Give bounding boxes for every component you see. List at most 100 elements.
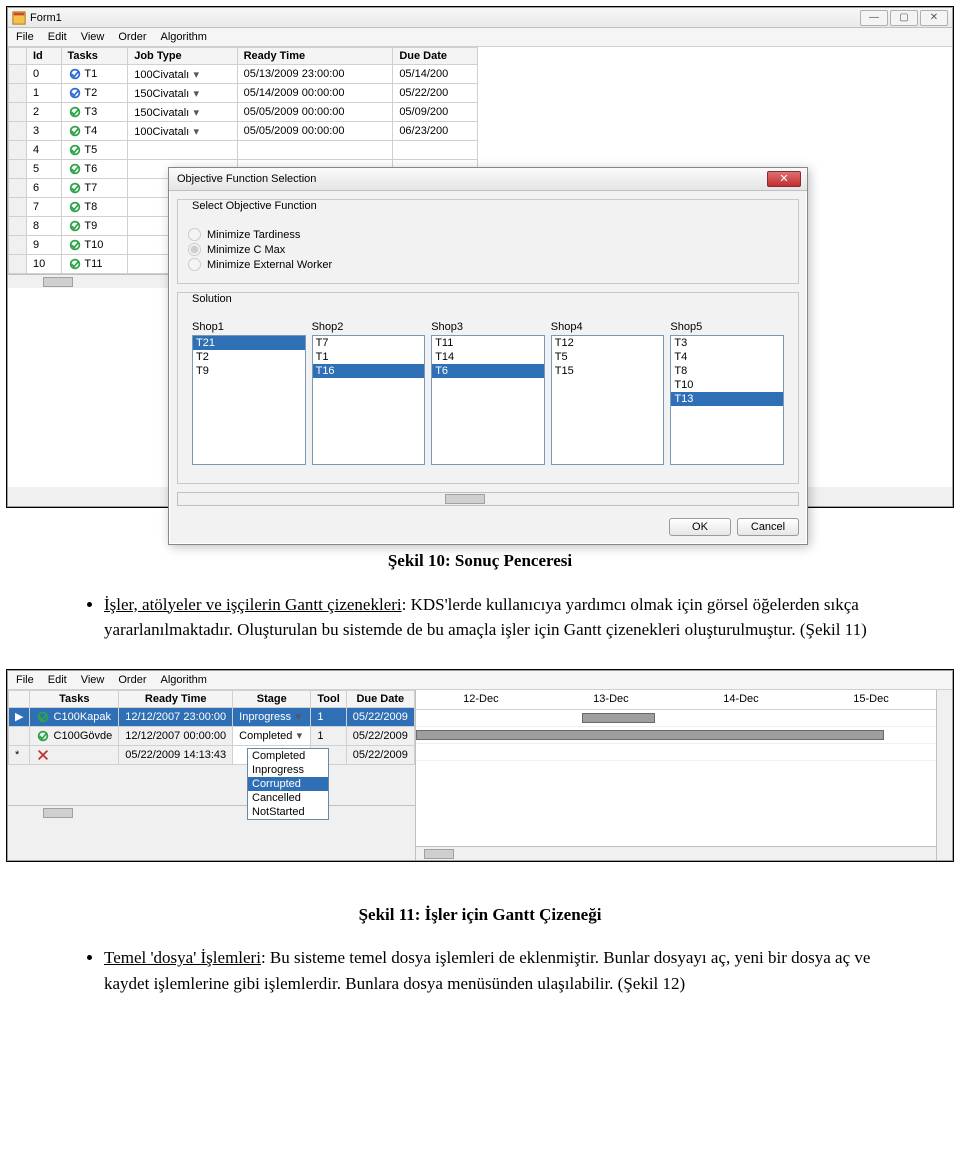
shop-column-0: Shop1T21T2T9 xyxy=(192,321,306,465)
bullet-1-head: İşler, atölyeler ve işçilerin Gantt çize… xyxy=(104,595,402,614)
gantt-vscroll[interactable] xyxy=(936,690,952,860)
shop-label: Shop2 xyxy=(312,321,426,335)
stage-option[interactable]: NotStarted xyxy=(248,805,328,819)
grid2-col-3[interactable]: Stage xyxy=(233,690,311,707)
gantt-row[interactable] xyxy=(416,710,936,727)
shop-label: Shop4 xyxy=(551,321,665,335)
grid2-col-0[interactable] xyxy=(9,690,30,707)
shop-label: Shop1 xyxy=(192,321,306,335)
grid1-col-3[interactable]: Job Type xyxy=(128,48,237,65)
grid2-row[interactable]: * 05/22/2009 14:13:43 05/22/2009 xyxy=(9,745,415,764)
grid1-row[interactable]: 4 T5 xyxy=(9,141,478,160)
gantt-row[interactable] xyxy=(416,727,936,744)
shop-item[interactable]: T8 xyxy=(671,364,783,378)
menu-edit[interactable]: Edit xyxy=(48,31,67,43)
form1-menubar: File Edit View Order Algorithm xyxy=(8,28,952,47)
shop-item[interactable]: T11 xyxy=(432,336,544,350)
shop-item[interactable]: T3 xyxy=(671,336,783,350)
menu-file-2[interactable]: File xyxy=(16,674,34,686)
ok-button[interactable]: OK xyxy=(669,518,731,536)
menu-algorithm-2[interactable]: Algorithm xyxy=(160,674,206,686)
objective-radio-1[interactable]: Minimize C Max xyxy=(188,243,788,256)
close-button[interactable]: ✕ xyxy=(920,10,948,26)
caption-1: Şekil 10: Sonuç Penceresi xyxy=(80,548,880,574)
gantt-menubar: File Edit View Order Algorithm xyxy=(8,671,952,690)
grid1-row[interactable]: 0 T1 100Civatalı▾ 05/13/2009 23:00:00 05… xyxy=(9,65,478,84)
grid2-col-5[interactable]: Due Date xyxy=(346,690,414,707)
shop-item[interactable]: T13 xyxy=(671,392,783,406)
shop-item[interactable]: T21 xyxy=(193,336,305,350)
stage-option[interactable]: Corrupted xyxy=(248,777,328,791)
cancel-button[interactable]: Cancel xyxy=(737,518,799,536)
gantt-chart[interactable]: 12-Dec13-Dec14-Dec15-Dec xyxy=(416,690,936,860)
shop-listbox[interactable]: T21T2T9 xyxy=(192,335,306,465)
shop-listbox[interactable]: T7T1T16 xyxy=(312,335,426,465)
shop-item[interactable]: T7 xyxy=(313,336,425,350)
grid1-col-1[interactable]: Id xyxy=(27,48,62,65)
gantt-date: 13-Dec xyxy=(546,693,676,705)
dialog-close-button[interactable]: ✕ xyxy=(767,171,801,187)
menu-view-2[interactable]: View xyxy=(81,674,105,686)
grid2-col-1[interactable]: Tasks xyxy=(30,690,119,707)
dialog-hscroll[interactable] xyxy=(177,492,799,506)
grid2-col-2[interactable]: Ready Time xyxy=(119,690,233,707)
maximize-button[interactable]: ▢ xyxy=(890,10,918,26)
stage-option[interactable]: Cancelled xyxy=(248,791,328,805)
stage-option[interactable]: Completed xyxy=(248,749,328,763)
shop-item[interactable]: T1 xyxy=(313,350,425,364)
shop-item[interactable]: T12 xyxy=(552,336,664,350)
shop-item[interactable]: T10 xyxy=(671,378,783,392)
form1-title: Form1 xyxy=(30,12,62,24)
gantt-bar[interactable] xyxy=(416,730,884,740)
bullet-2-head: Temel 'dosya' İşlemleri xyxy=(104,948,261,967)
shop-item[interactable]: T5 xyxy=(552,350,664,364)
shop-listbox[interactable]: T3T4T8T10T13 xyxy=(670,335,784,465)
bullet-1: İşler, atölyeler ve işçilerin Gantt çize… xyxy=(104,592,880,643)
gantt-row[interactable] xyxy=(416,744,936,761)
shop-item[interactable]: T9 xyxy=(193,364,305,378)
shop-listbox[interactable]: T11T14T6 xyxy=(431,335,545,465)
menu-edit-2[interactable]: Edit xyxy=(48,674,67,686)
stage-option[interactable]: Inprogress xyxy=(248,763,328,777)
grid2-col-4[interactable]: Tool xyxy=(311,690,346,707)
shop-item[interactable]: T4 xyxy=(671,350,783,364)
grid2-hscroll[interactable] xyxy=(8,805,415,819)
menu-file[interactable]: File xyxy=(16,31,34,43)
objective-dialog: Objective Function Selection ✕ Select Ob… xyxy=(168,167,808,545)
gantt-hscroll[interactable] xyxy=(416,846,936,860)
grid1-row[interactable]: 1 T2 150Civatalı▾ 05/14/2009 00:00:00 05… xyxy=(9,84,478,103)
shop-item[interactable]: T16 xyxy=(313,364,425,378)
gantt-grid[interactable]: TasksReady TimeStageToolDue Date ▶ C100K… xyxy=(8,690,415,765)
grid1-col-5[interactable]: Due Date xyxy=(393,48,478,65)
solution-groupbox: Solution Shop1T21T2T9Shop2T7T1T16Shop3T1… xyxy=(177,292,799,484)
minimize-button[interactable]: — xyxy=(860,10,888,26)
grid1-col-4[interactable]: Ready Time xyxy=(237,48,393,65)
shop-column-4: Shop5T3T4T8T10T13 xyxy=(670,321,784,465)
app-icon xyxy=(12,11,26,25)
grid1-col-2[interactable]: Tasks xyxy=(61,48,128,65)
shop-label: Shop5 xyxy=(670,321,784,335)
shop-listbox[interactable]: T12T5T15 xyxy=(551,335,665,465)
shop-item[interactable]: T15 xyxy=(552,364,664,378)
objective-radio-2[interactable]: Minimize External Worker xyxy=(188,258,788,271)
grid2-row[interactable]: ▶ C100Kapak 12/12/2007 23:00:00 Inprogre… xyxy=(9,707,415,726)
grid2-row[interactable]: C100Gövde 12/12/2007 00:00:00 Completed▾… xyxy=(9,726,415,745)
form1-screenshot: Form1 — ▢ ✕ File Edit View Order Algorit… xyxy=(6,6,954,508)
menu-algorithm[interactable]: Algorithm xyxy=(160,31,206,43)
stage-dropdown[interactable]: CompletedInprogressCorruptedCancelledNot… xyxy=(247,748,329,820)
menu-order-2[interactable]: Order xyxy=(118,674,146,686)
grid1-row[interactable]: 3 T4 100Civatalı▾ 05/05/2009 00:00:00 06… xyxy=(9,122,478,141)
form1-grid: IdTasksJob TypeReady TimeDue Date 0 T1 1… xyxy=(8,47,952,487)
grid1-col-0[interactable] xyxy=(9,48,27,65)
gantt-date: 14-Dec xyxy=(676,693,806,705)
shop-item[interactable]: T14 xyxy=(432,350,544,364)
grid1-row[interactable]: 2 T3 150Civatalı▾ 05/05/2009 00:00:00 05… xyxy=(9,103,478,122)
shop-item[interactable]: T6 xyxy=(432,364,544,378)
shops-row: Shop1T21T2T9Shop2T7T1T16Shop3T11T14T6Sho… xyxy=(188,319,788,473)
form1-window: Form1 — ▢ ✕ File Edit View Order Algorit… xyxy=(7,7,953,507)
gantt-bar[interactable] xyxy=(582,713,655,723)
menu-view[interactable]: View xyxy=(81,31,105,43)
shop-item[interactable]: T2 xyxy=(193,350,305,364)
menu-order[interactable]: Order xyxy=(118,31,146,43)
objective-radio-0[interactable]: Minimize Tardiness xyxy=(188,228,788,241)
